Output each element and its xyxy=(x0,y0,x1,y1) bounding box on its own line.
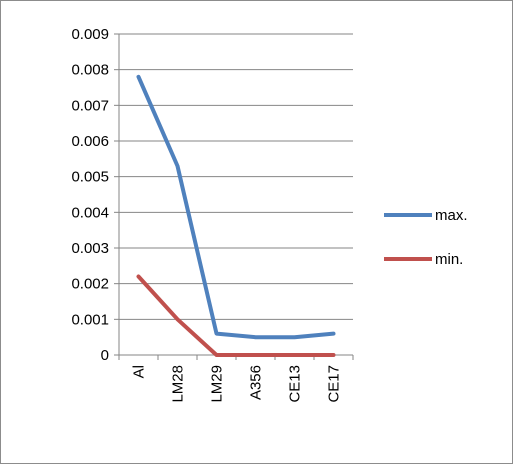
y-tick-label: 0.002 xyxy=(71,276,109,293)
series-lines xyxy=(136,74,336,357)
y-tick-label: 0.009 xyxy=(71,26,109,43)
y-tick-label: 0.001 xyxy=(71,311,109,328)
y-tick-label: 0.008 xyxy=(71,62,109,79)
x-tick-label: LM28 xyxy=(170,365,187,403)
legend-label: max. xyxy=(435,207,468,224)
y-tick-label: 0.006 xyxy=(71,133,109,150)
series-line-0 xyxy=(136,74,336,340)
gridlines xyxy=(119,33,353,320)
x-tick-label: A356 xyxy=(248,365,265,400)
y-tick-label: 0.003 xyxy=(71,240,109,257)
axes xyxy=(114,33,354,360)
x-tick-label: CE17 xyxy=(326,365,343,403)
y-tick-label: 0 xyxy=(101,347,109,364)
y-tick-label: 0.007 xyxy=(71,97,109,114)
series-line-1 xyxy=(136,274,336,357)
y-tick-label: 0.004 xyxy=(71,204,109,221)
x-tick-label: Al xyxy=(131,365,148,378)
x-tick-label: CE13 xyxy=(287,365,304,403)
legend-label: min. xyxy=(435,251,463,268)
x-axis-tick-labels: Al LM28 LM29 A356 CE13 CE17 xyxy=(131,365,343,403)
y-axis-tick-labels: 0 0.001 0.002 0.003 0.004 0.005 0.006 0.007 0.00… xyxy=(71,26,109,364)
legend: max. min. xyxy=(384,207,468,268)
y-tick-label: 0.005 xyxy=(71,169,109,186)
x-tick-label: LM29 xyxy=(209,365,226,403)
